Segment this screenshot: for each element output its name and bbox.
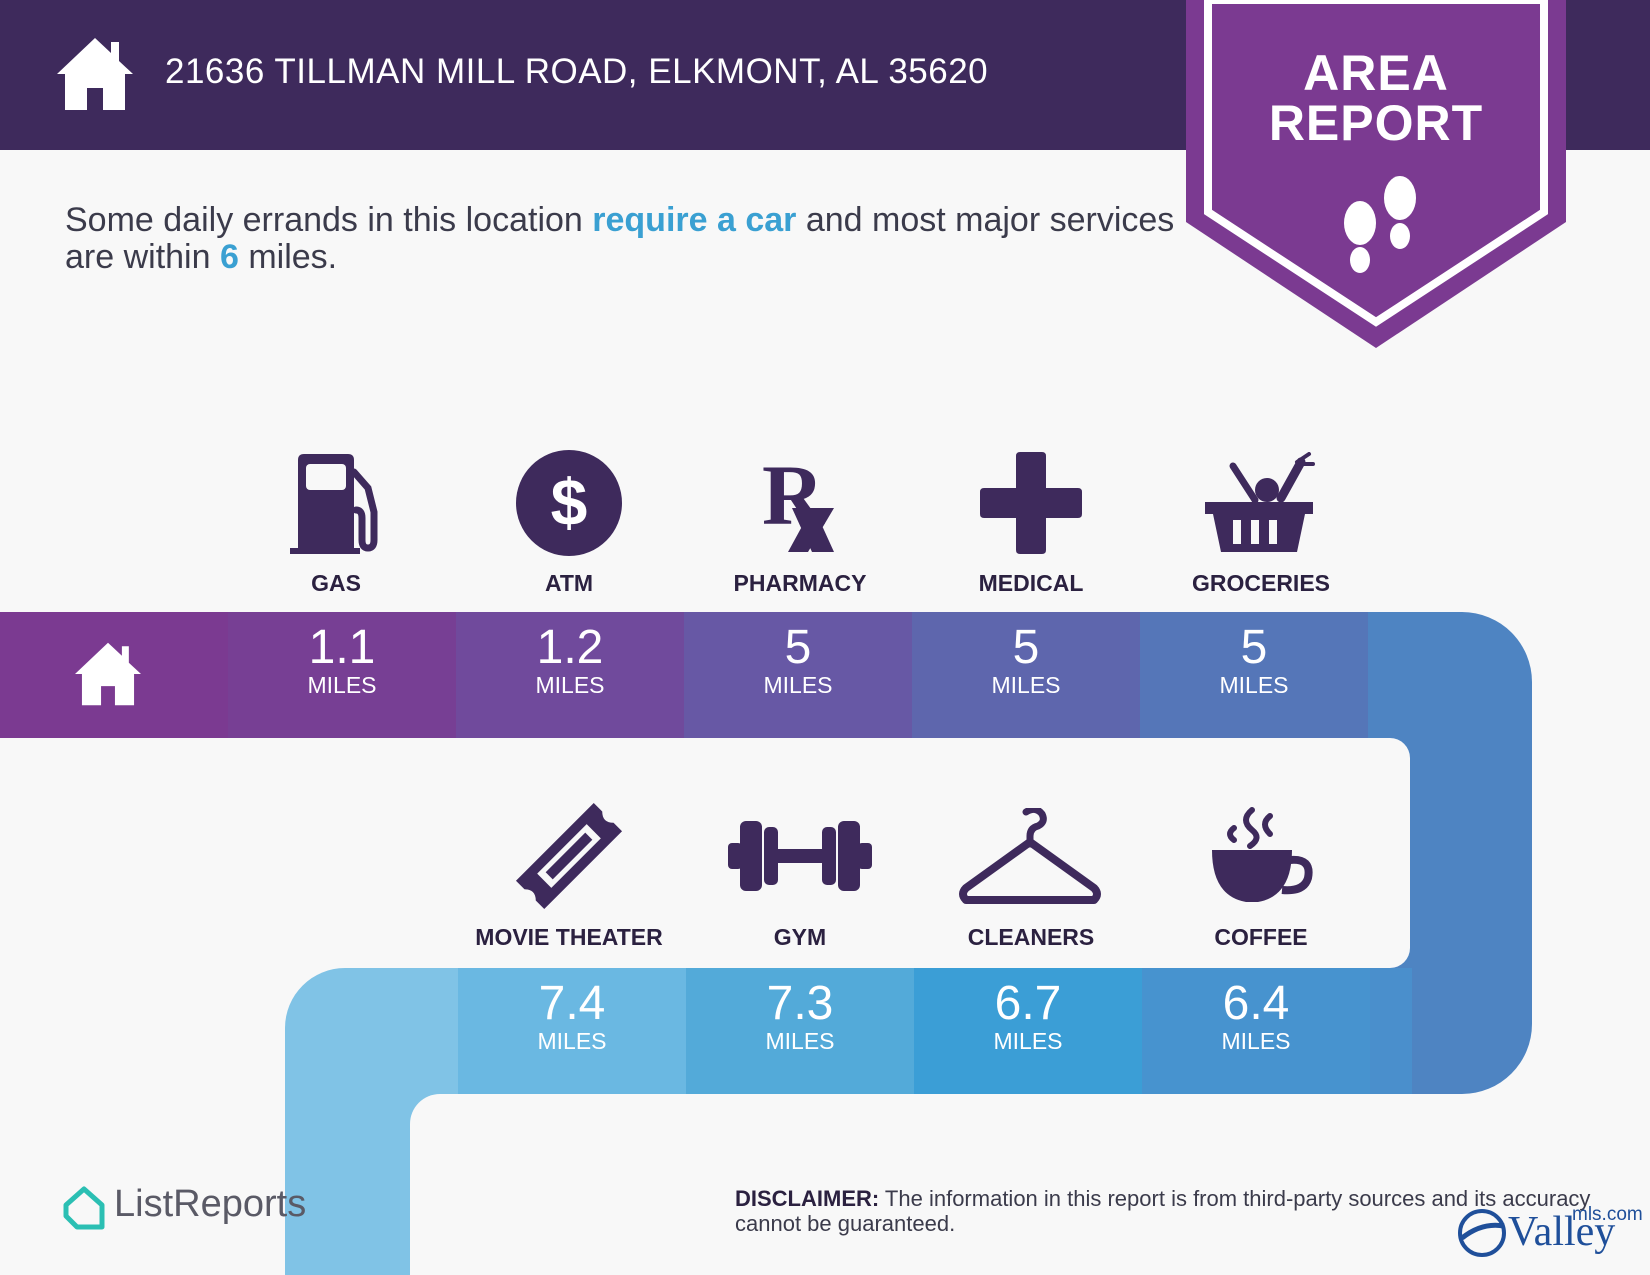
distance-unit-groceries: MILES: [1219, 672, 1289, 698]
distance-cell-cleaners: 6.7 MILES: [914, 968, 1142, 1094]
distance-cell-coffee: 6.4 MILES: [1142, 968, 1370, 1094]
summary-highlight-car: require a car: [592, 201, 797, 239]
disclaimer: DISCLAIMER: The information in this repo…: [735, 1186, 1595, 1236]
distance-cell-gas: 1.1 MILES: [228, 612, 456, 738]
hanger-icon: [959, 808, 1101, 904]
brand-valley: Valley: [1508, 1209, 1616, 1255]
distance-cell-pharmacy: 5 MILES: [684, 612, 912, 738]
disclaimer-text: The information in this report is from t…: [735, 1186, 1591, 1236]
gas-pump-icon: [290, 454, 378, 554]
distance-unit-gas: MILES: [307, 672, 377, 698]
listreports-logo-icon: [63, 1186, 105, 1230]
summary-part1: Some daily errands in this location: [65, 201, 593, 239]
road-bend-left-inner: [410, 1094, 459, 1275]
distance-cell-gym: 7.3 MILES: [686, 968, 914, 1094]
summary-part2: and most major services are within: [65, 201, 1175, 276]
label-pharmacy: PHARMACY: [733, 570, 867, 596]
svg-text:$: $: [551, 465, 588, 539]
distance-cell-movie-theater: 7.4 MILES: [458, 968, 686, 1094]
distance-cell-atm: 1.2 MILES: [456, 612, 684, 738]
badge-line1: AREA: [1303, 45, 1449, 101]
brand-valley-suffix: mls.com: [1572, 1204, 1643, 1225]
distance-value-cleaners: 6.7: [994, 977, 1062, 1030]
label-atm: ATM: [544, 570, 594, 596]
dumbbell-icon: [728, 821, 872, 891]
label-cleaners: CLEANERS: [967, 924, 1095, 950]
footprints-icon: [1344, 176, 1416, 273]
badge-title: AREA REPORT: [1180, 48, 1572, 148]
label-medical: MEDICAL: [978, 570, 1084, 596]
brand-listreports: ListReports: [114, 1183, 307, 1225]
distance-unit-coffee: MILES: [1221, 1028, 1291, 1054]
grocery-basket-icon: [1205, 452, 1315, 552]
label-groceries: GROCERIES: [1191, 570, 1331, 596]
dollar-icon: $: [516, 450, 622, 556]
area-summary: Some daily errands in this location requ…: [65, 202, 1195, 276]
road-bend-inner: [1368, 738, 1410, 968]
distance-value-pharmacy: 5: [784, 621, 812, 674]
distance-unit-medical: MILES: [991, 672, 1061, 698]
area-report-badge: [1186, 0, 1566, 348]
summary-highlight-distance: 6: [219, 238, 239, 276]
label-coffee: COFFEE: [1214, 924, 1308, 950]
distance-value-medical: 5: [1012, 621, 1040, 674]
road-house-icon: [75, 642, 141, 706]
distance-value-gym: 7.3: [766, 977, 834, 1030]
house-icon: [57, 38, 133, 110]
road-connector-bottom: [1368, 968, 1412, 1094]
distance-unit-cleaners: MILES: [993, 1028, 1063, 1054]
ticket-icon: [515, 802, 623, 910]
distance-value-gas: 1.1: [308, 621, 376, 674]
distance-unit-movie-theater: MILES: [537, 1028, 607, 1054]
distance-value-coffee: 6.4: [1222, 977, 1290, 1030]
distance-cell-medical: 5 MILES: [912, 612, 1140, 738]
label-gym: GYM: [773, 924, 827, 950]
coffee-cup-icon: [1212, 807, 1313, 902]
valley-mls-logo-icon: [1458, 1209, 1506, 1257]
distance-unit-atm: MILES: [535, 672, 605, 698]
label-gas: GAS: [311, 570, 361, 596]
summary-part3: miles.: [238, 238, 338, 276]
distance-value-movie-theater: 7.4: [538, 977, 606, 1030]
rx-icon: R: [762, 452, 834, 552]
label-movie-theater: MOVIE THEATER: [475, 924, 663, 950]
distance-unit-gym: MILES: [765, 1028, 835, 1054]
distance-value-atm: 1.2: [536, 621, 604, 674]
badge-line2: REPORT: [1268, 95, 1484, 151]
road-connector-top: [1368, 612, 1412, 738]
property-address: 21636 TILLMAN MILL ROAD, ELKMONT, AL 356…: [165, 52, 989, 91]
distance-cell-groceries: 5 MILES: [1140, 612, 1368, 738]
distance-unit-pharmacy: MILES: [763, 672, 833, 698]
medical-cross-icon: [980, 452, 1082, 554]
distance-value-groceries: 5: [1240, 621, 1268, 674]
disclaimer-label: DISCLAIMER:: [735, 1186, 880, 1211]
